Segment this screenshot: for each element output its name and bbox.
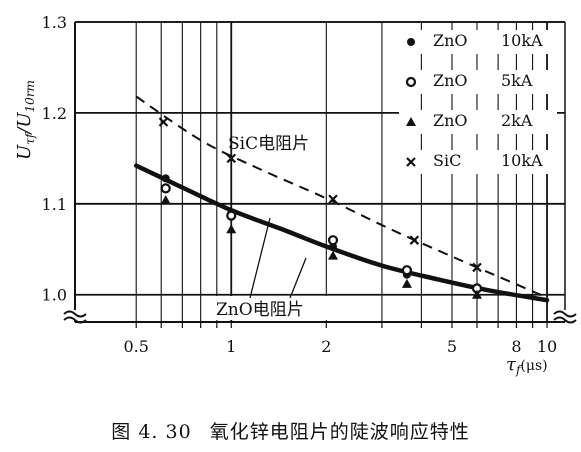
triangle-data-point [160, 195, 171, 205]
zno-label-leader [249, 217, 271, 299]
triangle-data-point [328, 250, 339, 260]
y-tick-label: 1.2 [42, 104, 67, 123]
axis-break-mark [553, 310, 577, 324]
cross-data-point-stroke [158, 117, 169, 127]
legend-entry-background [399, 110, 557, 134]
legend-dot-marker [407, 38, 415, 46]
cross-data-point [409, 235, 420, 245]
x-tick-label: 10 [537, 337, 557, 356]
axis-break-mark [63, 310, 87, 324]
caption-number: 图 4. 30 [111, 421, 192, 443]
legend-current-label: 5kA [501, 71, 533, 90]
legend-series-name: ZnO [433, 31, 468, 50]
sic-trend-curve [135, 95, 548, 299]
cross-data-point [328, 194, 338, 205]
cross-data-point-stroke [226, 153, 237, 164]
x-tick-label: 2 [321, 337, 331, 356]
triangle-data-point [471, 289, 482, 299]
circle-data-point [226, 210, 237, 221]
x-tick-label: 8 [511, 337, 521, 356]
y-axis-label: Uτf/U10rm [14, 80, 37, 160]
zno-label-leader [289, 257, 307, 299]
circle-data-point [401, 265, 413, 276]
figure-caption: 图 4. 30 氧化锌电阻片的陡波响应特性 [0, 417, 581, 444]
cross-data-point [226, 153, 237, 164]
legend-circle-marker [405, 76, 417, 88]
zno-curve-label: ZnO电阻片 [216, 300, 304, 320]
legend-current-label: 10kA [501, 151, 543, 170]
legend-current-label: 2kA [501, 111, 533, 130]
legend-entry-background [399, 150, 557, 174]
caption-text: 氧化锌电阻片的陡波响应特性 [209, 421, 470, 443]
sic-curve-label: SiC电阻片 [228, 134, 309, 154]
y-tick-label: 1.1 [42, 195, 67, 214]
cross-data-point [158, 117, 169, 127]
axis-break-wave [63, 316, 87, 324]
circle-data-point [160, 183, 171, 194]
triangle-data-point [226, 224, 237, 234]
cross-data-point-stroke [472, 262, 482, 273]
legend-cross-marker [406, 157, 416, 167]
circle-data-point [327, 235, 339, 246]
zno-curve-label-background [214, 296, 346, 320]
triangle-data-point [401, 278, 412, 288]
axis-break-wave [63, 310, 87, 318]
legend-series-name: SiC [433, 151, 461, 170]
chart: 1.0 1.1 1.2 1.3 0.5 1 2 5 8 10 SiC电阻片 ZnO电阻片 ZnO 10kA… [14, 13, 577, 377]
legend-series-name: ZnO [433, 71, 468, 90]
axis-break-wave [553, 316, 577, 324]
cross-data-point [472, 262, 482, 273]
x-tick-label: 0.5 [123, 337, 148, 356]
dot-data-point [161, 174, 170, 183]
legend-triangle-marker [406, 117, 416, 126]
y-tick-label: 1.3 [42, 13, 67, 32]
x-tick-label: 1 [226, 337, 236, 356]
axis-break-wave [553, 310, 577, 318]
legend-current-label: 10kA [501, 31, 543, 50]
y-tick-label: 1.0 [42, 286, 67, 305]
legend-series-name: ZnO [433, 111, 468, 130]
legend-entry-background [399, 70, 557, 94]
legend-entry-background [399, 30, 557, 54]
zno-trend-curve [133, 163, 550, 303]
cross-data-point-stroke [328, 194, 338, 205]
x-tick-label: 5 [447, 337, 457, 356]
cross-data-point-stroke [409, 235, 420, 245]
legend-cross-marker-stroke [406, 157, 416, 167]
x-axis-label: τf(μs) [506, 354, 548, 377]
